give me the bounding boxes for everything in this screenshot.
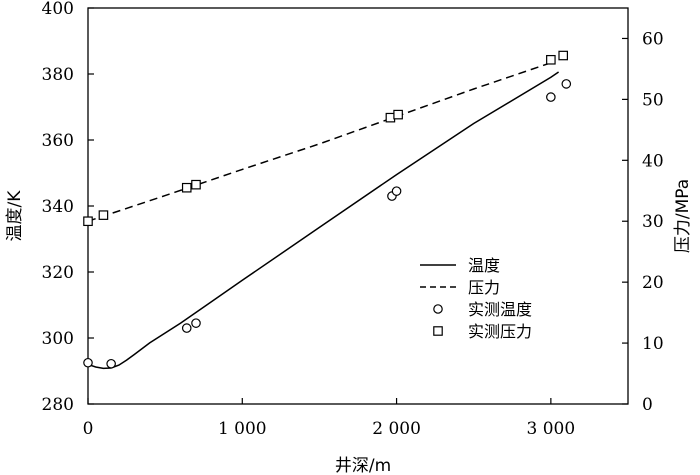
measured-temperature-point [546,92,556,102]
right-y-axis-title: 压力/MPa [673,179,693,253]
measured-pressure-point [83,216,93,227]
legend-label: 压力 [468,278,500,297]
plot-frame-group [87,7,629,405]
right-y-tick-label: 60 [642,29,664,49]
right-y-tick-label: 0 [642,395,653,415]
right-y-tick-label: 40 [642,151,664,171]
left-y-tick-label: 320 [42,263,74,283]
temperature-line [87,71,560,370]
right-y-tick-label: 50 [642,90,664,110]
x-tick-label: 1 000 [218,419,267,439]
x-tick-label: 3 000 [527,419,576,439]
x-axis-title: 井深/m [335,456,391,475]
x-tick-label: 2 000 [372,419,421,439]
legend-measured-temperature-marker [433,304,443,314]
x-tick-label: 0 [83,419,94,439]
left-y-tick-label: 380 [42,65,74,85]
measured-temperature-point [391,186,402,196]
measured-pressure-point [98,210,109,220]
left-y-tick-label: 340 [42,197,74,217]
right-y-tick-label: 10 [642,334,664,354]
left-y-tick-label: 400 [42,0,74,19]
left-y-tick-label: 280 [42,395,74,415]
series-group [83,50,572,370]
legend-measured-pressure-marker [433,326,443,336]
measured-temperature-point [106,358,116,369]
left-y-axis-title: 温度/K [5,190,25,242]
right-y-tick-label: 20 [642,273,664,293]
plot-frame [87,7,629,405]
measured-pressure-point [191,179,201,190]
legend-label: 实测压力 [468,322,532,341]
measured-pressure-point [393,109,403,120]
left-y-tick-label: 300 [42,329,74,349]
measured-temperature-point [83,357,93,368]
measured-temperature-point [191,318,201,328]
measured-pressure-point [181,182,192,193]
legend-label: 温度 [468,256,500,275]
left-y-tick-label: 360 [42,131,74,151]
measured-pressure-point [558,50,568,61]
pressure-line [87,62,552,222]
measured-pressure-point [546,54,556,65]
right-y-tick-label: 30 [642,212,664,232]
measured-temperature-point [181,323,192,333]
legend-label: 实测温度 [468,300,532,319]
ticks-group: 0 1 000 2 000 3 000 280 300 320 340 360 380 400 0 10… [42,0,664,439]
measured-temperature-point [561,79,572,89]
